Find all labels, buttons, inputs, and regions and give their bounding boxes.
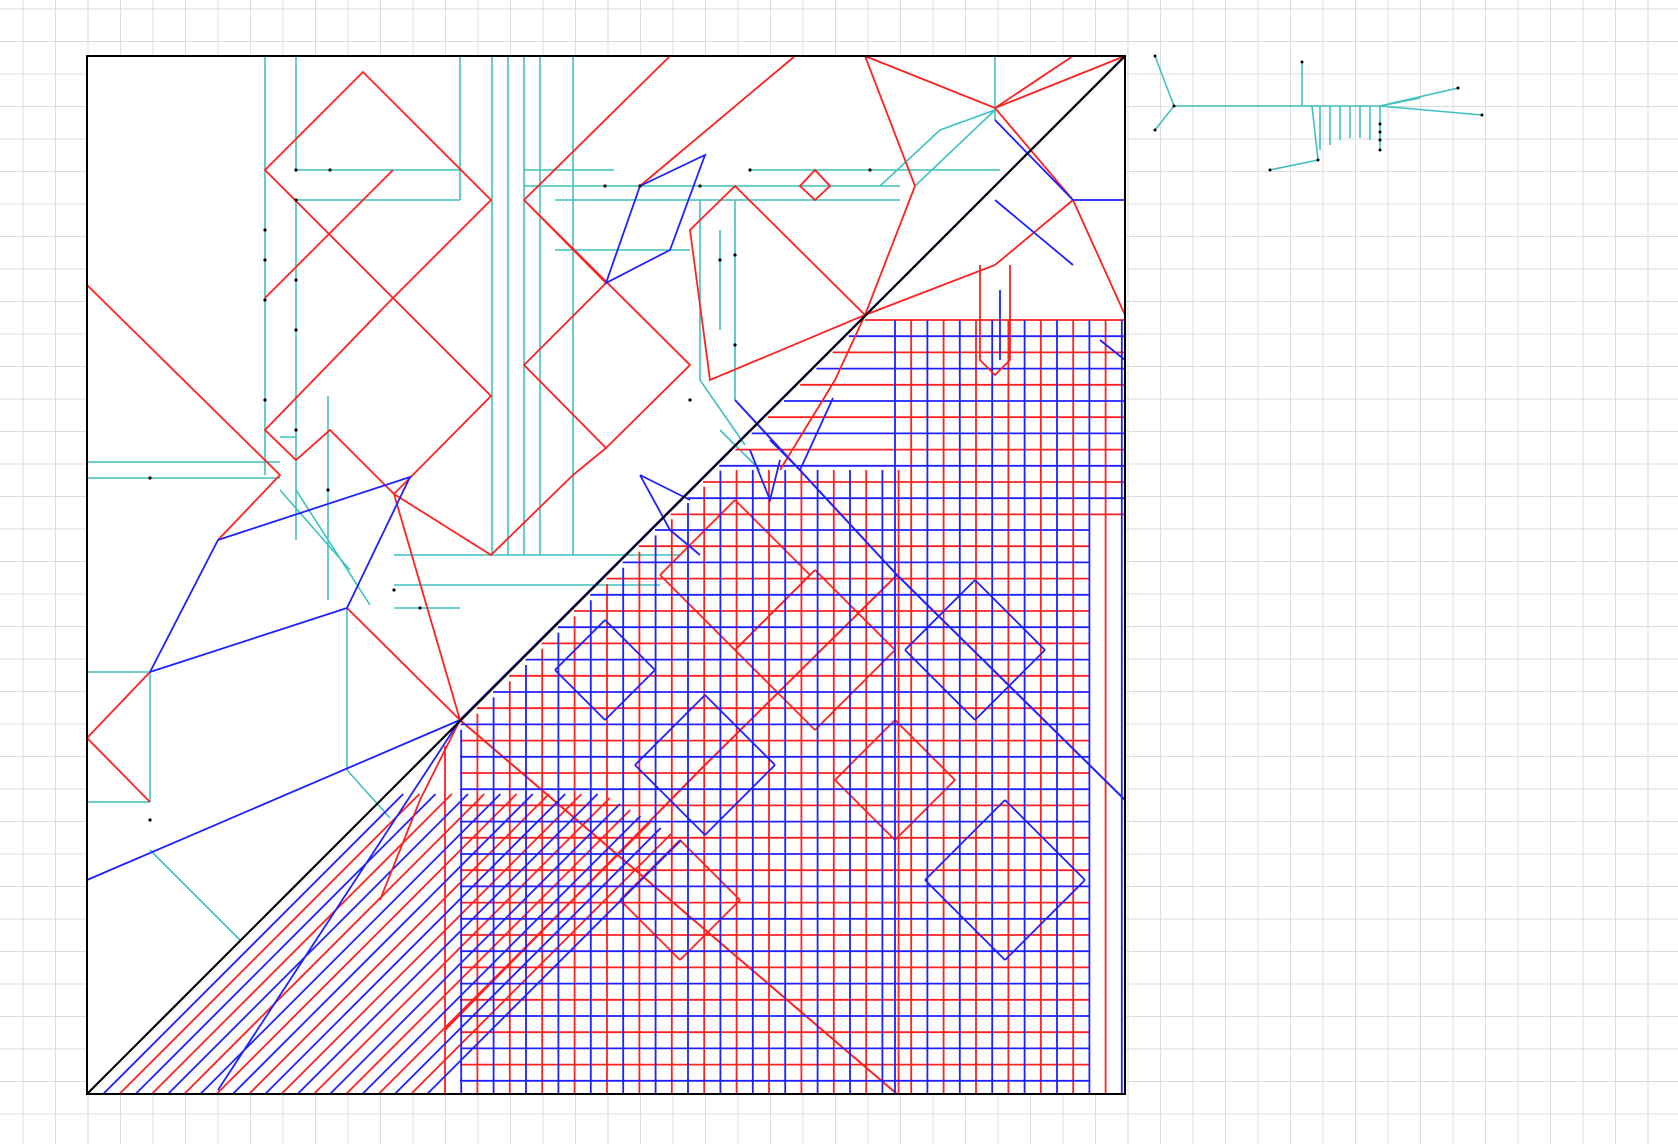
diagonal-pleat[interactable] (264, 793, 566, 1095)
flap-diamond-edge[interactable] (924, 879, 1006, 961)
vertex-marker (294, 328, 298, 332)
vertex-marker (698, 184, 702, 188)
diagonal-pleat[interactable] (183, 793, 485, 1095)
flap-diamond-edge[interactable] (679, 899, 741, 961)
flap-diamond-edge[interactable] (904, 649, 976, 721)
vertex-marker (148, 476, 152, 480)
flap-diamond-edge[interactable] (894, 719, 956, 781)
vertex-marker (294, 428, 298, 432)
diagonal-pleat[interactable] (410, 833, 672, 1095)
vertex-marker (718, 258, 722, 262)
diagonal-pleat[interactable] (361, 815, 642, 1095)
flap-diamond-edge[interactable] (834, 719, 896, 781)
main-diagonal[interactable] (86, 55, 1126, 1095)
tree-vertex-markers (1153, 54, 1484, 172)
flap-diamond-edge[interactable] (924, 799, 1006, 881)
vertex-marker (418, 606, 422, 610)
ridge-crease[interactable] (699, 574, 898, 771)
vertex-marker (263, 228, 267, 232)
flap-diamond-edge[interactable] (604, 619, 656, 671)
flap-diamond-edge[interactable] (734, 649, 816, 731)
tree-edges[interactable] (1154, 55, 1483, 171)
flap-diamond-edge[interactable] (619, 899, 681, 961)
flap-diamond-edge[interactable] (704, 764, 776, 836)
ridge-crease[interactable] (444, 769, 701, 1031)
vertex-marker (326, 488, 330, 492)
vertex-marker (733, 343, 737, 347)
vertex-marker (294, 168, 298, 172)
diagonal-pleat[interactable] (167, 793, 469, 1095)
vertex-marker (392, 588, 396, 592)
ridge-crease[interactable] (459, 719, 898, 1095)
vertex-marker (733, 253, 737, 257)
vertex-marker (263, 298, 267, 302)
diagonal-pleat[interactable] (329, 803, 621, 1095)
flap-diamond-edge[interactable] (1004, 799, 1086, 881)
vertex-marker (263, 398, 267, 402)
vertex-marker (328, 168, 332, 172)
upper-region-folds[interactable] (86, 55, 1126, 1091)
flap-diamond-edge[interactable] (904, 579, 976, 651)
vertex-marker (748, 168, 752, 172)
mountain-folds[interactable] (118, 319, 1125, 1095)
diagonal-pleat[interactable] (280, 793, 583, 1095)
diagonal-pleat[interactable] (102, 793, 404, 1095)
vertex-marker (148, 818, 152, 822)
paper-border[interactable] (86, 55, 1126, 1095)
auxiliary-lines[interactable] (87, 56, 1000, 941)
flap-diamond-edge[interactable] (974, 579, 1046, 651)
upper-valley-folds[interactable] (86, 119, 1126, 1091)
upper-mountain-folds[interactable] (86, 55, 1126, 901)
flap-diamond-edge[interactable] (974, 649, 1046, 721)
aux-vertical-lines[interactable] (87, 56, 1000, 941)
flap-diamond-edge[interactable] (1004, 879, 1086, 961)
flap-diamond-edge[interactable] (704, 694, 776, 766)
diagonal-pleat[interactable] (426, 839, 682, 1095)
vertex-marker (263, 258, 267, 262)
diagonal-pleat[interactable] (394, 827, 662, 1095)
diagonal-pleat[interactable] (248, 793, 550, 1095)
diagonal-pleat[interactable] (118, 793, 421, 1095)
flap-diamond-edge[interactable] (554, 619, 606, 671)
vertex-marker (294, 278, 298, 282)
diagonal-pleat[interactable] (232, 793, 534, 1095)
flap-diamond-edge[interactable] (734, 569, 816, 651)
vertex-marker (294, 198, 298, 202)
diagonal-pleat[interactable] (199, 793, 502, 1095)
vertex-marker (603, 184, 607, 188)
flap-diamond-edge[interactable] (659, 574, 736, 651)
vertex-markers (148, 168, 872, 822)
paper-sheet[interactable] (86, 55, 1126, 1095)
diagonal-pleat[interactable] (134, 793, 437, 1095)
vertex-marker (868, 168, 872, 172)
diagonal-pleat[interactable] (215, 793, 518, 1095)
flap-diamond-edge[interactable] (604, 669, 656, 721)
flap-diamond-edge[interactable] (679, 839, 741, 901)
vertex-marker (688, 398, 692, 402)
ridge-crease[interactable] (734, 399, 898, 576)
flap-diamond-edge[interactable] (554, 669, 606, 721)
ridge-crease[interactable] (896, 574, 1126, 801)
flap-diamond-edge[interactable] (634, 764, 706, 836)
vertex-marker (638, 184, 642, 188)
valley-folds[interactable] (102, 55, 1126, 1095)
flap-diamond-edge[interactable] (634, 694, 706, 766)
tree-structure-preview[interactable] (1153, 54, 1484, 172)
diagonal-pleat[interactable] (296, 793, 599, 1095)
